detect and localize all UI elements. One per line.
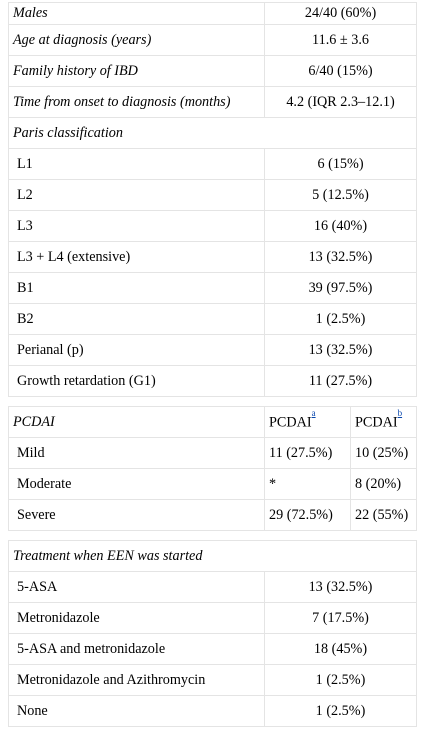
row-label: Moderate bbox=[8, 468, 265, 500]
row-value: 6/40 (15%) bbox=[263, 55, 418, 87]
table-row: 5-ASA and metronidazole 18 (45%) bbox=[8, 633, 418, 665]
row-label: L2 bbox=[8, 179, 265, 211]
section-header-treatment: Treatment when EEN was started bbox=[7, 540, 418, 572]
row-value: 6 (15%) bbox=[263, 148, 418, 180]
row-value: 7 (17.5%) bbox=[263, 602, 418, 634]
row-value: 1 (2.5%) bbox=[263, 664, 418, 696]
row-value: 16 (40%) bbox=[263, 210, 418, 242]
column-a-label: PCDAI bbox=[269, 414, 312, 431]
row-label: 5-ASA and metronidazole bbox=[8, 633, 265, 665]
table-row: Perianal (p) 13 (32.5%) bbox=[8, 334, 418, 366]
row-value: 13 (32.5%) bbox=[263, 571, 418, 603]
row-label: Metronidazole and Azithromycin bbox=[8, 664, 265, 696]
row-value: 11 (27.5%) bbox=[263, 365, 418, 397]
row-label: L3 + L4 (extensive) bbox=[8, 241, 265, 273]
row-value: 18 (45%) bbox=[263, 633, 418, 665]
table-row: None 1 (2.5%) bbox=[8, 695, 418, 727]
table-row: Mild 11 (27.5%) 10 (25%) bbox=[8, 437, 418, 469]
row-value-a: 11 (27.5%) bbox=[264, 437, 351, 469]
row-label: Age at diagnosis (years) bbox=[8, 24, 265, 56]
row-label: Family history of IBD bbox=[8, 55, 265, 87]
table-row: B1 39 (97.5%) bbox=[8, 272, 418, 304]
section-title: Paris classification bbox=[7, 117, 418, 149]
section-spacer bbox=[8, 530, 417, 541]
section-header-paris: Paris classification bbox=[7, 117, 418, 149]
row-label: B2 bbox=[8, 303, 265, 335]
section-spacer bbox=[8, 396, 417, 407]
section-title: Treatment when EEN was started bbox=[7, 540, 418, 572]
row-value-a: 29 (72.5%) bbox=[264, 499, 351, 531]
section-title: PCDAI bbox=[8, 406, 265, 438]
row-label: Males bbox=[8, 2, 265, 25]
table-row: Metronidazole 7 (17.5%) bbox=[8, 602, 418, 634]
row-label: Time from onset to diagnosis (months) bbox=[8, 86, 265, 118]
row-value: 13 (32.5%) bbox=[263, 334, 418, 366]
row-label: L1 bbox=[8, 148, 265, 180]
row-value-b: 10 (25%) bbox=[349, 437, 418, 469]
row-value-b: 8 (20%) bbox=[349, 468, 418, 500]
row-label: Growth retardation (G1) bbox=[8, 365, 265, 397]
table-row: Severe 29 (72.5%) 22 (55%) bbox=[8, 499, 418, 531]
row-value: 24/40 (60%) bbox=[263, 2, 418, 25]
row-value-b: 22 (55%) bbox=[349, 499, 418, 531]
row-value: 11.6 ± 3.6 bbox=[263, 24, 418, 56]
row-value: 1 (2.5%) bbox=[263, 695, 418, 727]
table-row: Age at diagnosis (years) 11.6 ± 3.6 bbox=[8, 24, 418, 56]
row-value: 13 (32.5%) bbox=[263, 241, 418, 273]
row-label: L3 bbox=[8, 210, 265, 242]
row-value: 1 (2.5%) bbox=[263, 303, 418, 335]
row-label: Perianal (p) bbox=[8, 334, 265, 366]
table-row: Family history of IBD 6/40 (15%) bbox=[8, 55, 418, 87]
row-label: Severe bbox=[8, 499, 265, 531]
table-row: Growth retardation (G1) 11 (27.5%) bbox=[8, 365, 418, 397]
table-row: L3 16 (40%) bbox=[8, 210, 418, 242]
table-row: Moderate * 8 (20%) bbox=[8, 468, 418, 500]
pcdai-column-b-header: PCDAIb bbox=[349, 406, 418, 438]
footnote-b-link[interactable]: b bbox=[397, 407, 403, 418]
row-value: 39 (97.5%) bbox=[263, 272, 418, 304]
table-row: Males 24/40 (60%) bbox=[8, 2, 418, 25]
table-row: Metronidazole and Azithromycin 1 (2.5%) bbox=[8, 664, 418, 696]
row-label: B1 bbox=[8, 272, 265, 304]
table-row: L2 5 (12.5%) bbox=[8, 179, 418, 211]
row-label: Mild bbox=[8, 437, 265, 469]
table-row: Time from onset to diagnosis (months) 4.… bbox=[8, 86, 418, 118]
table-row: L1 6 (15%) bbox=[8, 148, 418, 180]
row-value: 5 (12.5%) bbox=[263, 179, 418, 211]
table-row: 5-ASA 13 (32.5%) bbox=[8, 571, 418, 603]
row-value-a: * bbox=[264, 468, 351, 500]
column-b-label: PCDAI bbox=[355, 414, 398, 431]
row-label: None bbox=[8, 695, 265, 727]
pcdai-column-a-header: PCDAIa bbox=[264, 406, 351, 438]
footnote-a-link[interactable]: a bbox=[311, 407, 316, 418]
row-value: 4.2 (IQR 2.3–12.1) bbox=[263, 86, 418, 118]
row-label: 5-ASA bbox=[8, 571, 265, 603]
characteristics-table: Males 24/40 (60%) Age at diagnosis (year… bbox=[7, 2, 418, 727]
section-header-pcdai: PCDAI PCDAIa PCDAIb bbox=[8, 406, 418, 438]
table-row: B2 1 (2.5%) bbox=[8, 303, 418, 335]
table-row: L3 + L4 (extensive) 13 (32.5%) bbox=[8, 241, 418, 273]
row-label: Metronidazole bbox=[8, 602, 265, 634]
